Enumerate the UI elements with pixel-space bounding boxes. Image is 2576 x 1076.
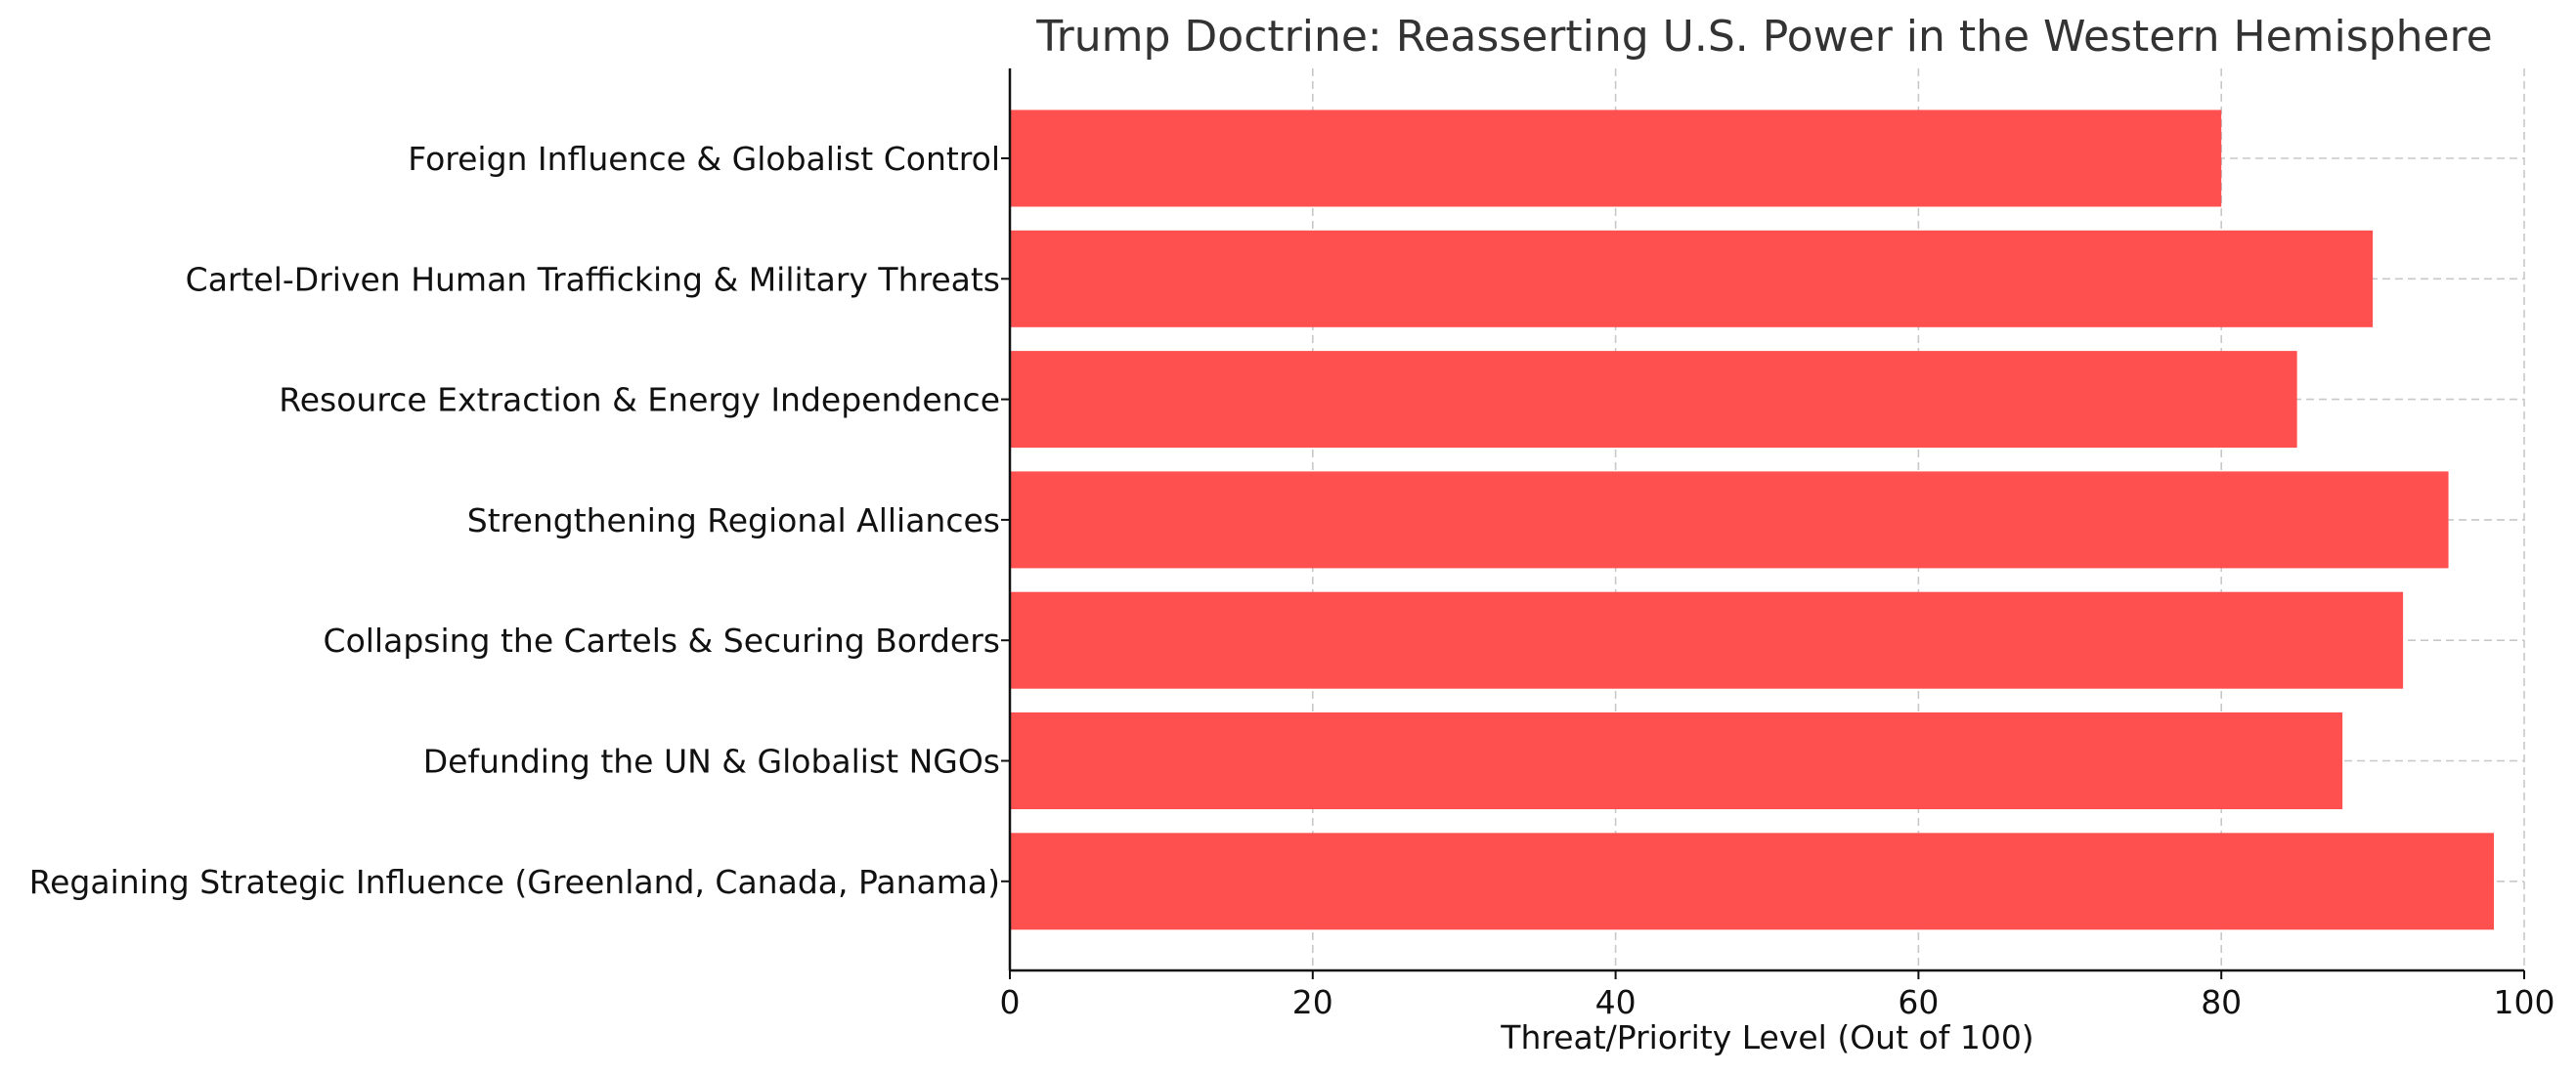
axes: 0 20 40 60 80 100 [1000,68,2555,1021]
bar [1010,833,2495,930]
x-tick-label: 0 [1000,983,1021,1021]
bar [1010,351,2297,449]
category-label: Foreign Influence & Globalist Control [408,140,1000,178]
x-tick-label: 20 [1292,983,1333,1021]
bar [1010,471,2449,569]
bar [1010,712,2343,809]
x-tick-label: 40 [1595,983,1637,1021]
x-tick-label: 100 [2494,983,2555,1021]
category-label: Collapsing the Cartels & Securing Border… [324,622,1000,660]
category-label: Defunding the UN & Globalist NGOs [423,743,1000,781]
bars [1010,109,2495,930]
bar [1010,591,2404,689]
x-tick-label: 80 [2201,983,2242,1021]
category-labels: Foreign Influence & Globalist Control Car… [29,140,1000,901]
bar [1010,230,2374,327]
category-label: Regaining Strategic Influence (Greenland… [29,863,1000,901]
x-tick-label: 60 [1898,983,1939,1021]
x-axis-label: Threat/Priority Level (Out of 100) [1500,1018,2033,1056]
chart-title: Trump Doctrine: Reasserting U.S. Power i… [1035,12,2493,62]
category-label: Strengthening Regional Alliances [467,501,1000,539]
category-label: Cartel-Driven Human Trafficking & Milita… [186,260,1000,298]
bar [1010,109,2222,207]
category-label: Resource Extraction & Energy Independenc… [279,381,1000,419]
